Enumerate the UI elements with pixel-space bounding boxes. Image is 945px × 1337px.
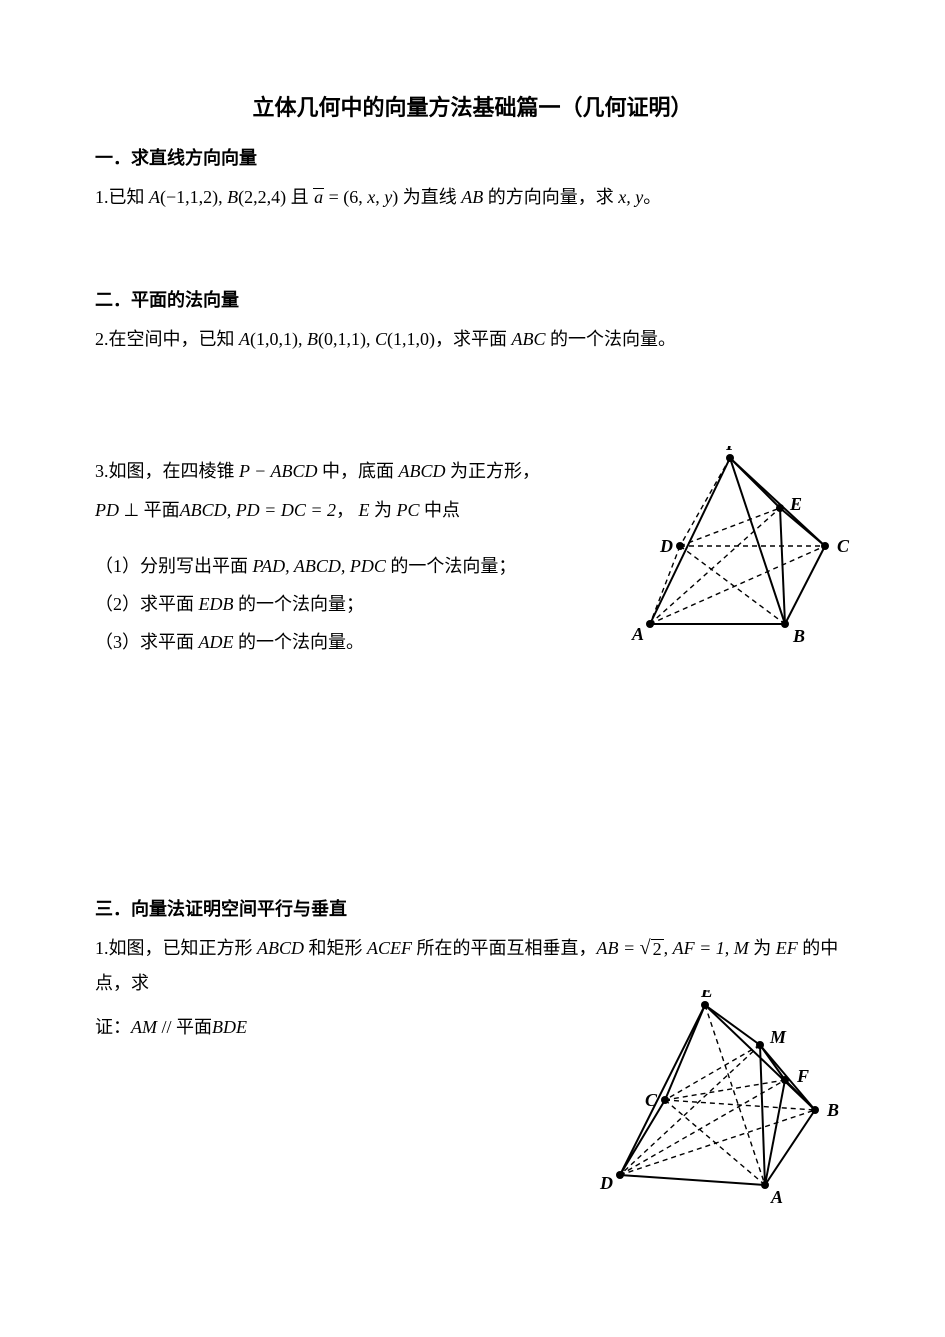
s1-q1: 1.已知 A(−1,1,2), B(2,2,4) 且 a = (6, x, y)… <box>95 180 850 214</box>
svg-text:D: D <box>659 536 673 556</box>
text: 的方向向量，求 <box>483 187 618 207</box>
text: 的一个法向量。 <box>234 632 365 652</box>
text: 为直线 <box>398 187 461 207</box>
page: 立体几何中的向量方法基础篇一（几何证明） 一．求直线方向向量 1.已知 A(−1… <box>0 0 945 1337</box>
s3-q1-l2-block: 证：AM // 平面BDE EMFCBDA <box>95 1010 850 1044</box>
text: = (6, <box>324 187 367 207</box>
section-1-head: 一．求直线方向向量 <box>95 144 850 170</box>
s2-q3-block: 3.如图，在四棱锥 P − ABCD 中，底面 ABCD 为正方形， PD ⊥ … <box>95 454 850 659</box>
figure-1: P E D C A B <box>620 446 870 656</box>
svg-text:A: A <box>770 1187 783 1207</box>
text: 且 <box>286 187 313 207</box>
figure-2: E MF C B D A <box>590 990 860 1215</box>
text: 中点 <box>420 500 461 520</box>
text: 和矩形 <box>304 938 367 958</box>
text: 为正方形， <box>446 461 541 481</box>
text: （1）分别写出平面 <box>95 556 253 576</box>
spacer <box>95 677 850 887</box>
text: , <box>375 187 384 207</box>
spacer <box>95 218 850 278</box>
text: 所在的平面互相垂直， <box>412 938 597 958</box>
svg-text:E: E <box>789 494 802 514</box>
expr: EDB <box>199 594 234 614</box>
var-B: B <box>227 187 238 207</box>
sqrt2: √2 <box>640 938 664 958</box>
var-C: C <box>375 329 387 349</box>
text: 。 <box>643 187 661 207</box>
expr: M <box>734 938 749 958</box>
expr: EF <box>776 938 798 958</box>
coords: (−1,1,2) <box>160 187 218 207</box>
text: 证： <box>95 1017 131 1037</box>
var-ABC: ABC <box>512 329 546 349</box>
svg-text:P: P <box>725 446 738 454</box>
svg-text:C: C <box>837 536 850 556</box>
svg-text:D: D <box>599 1173 613 1193</box>
text: 的一个法向量。 <box>546 329 677 349</box>
var-xy: x, y <box>618 187 643 207</box>
text: 中，底面 <box>318 461 399 481</box>
text: 为 <box>369 500 396 520</box>
expr: AF = 1 <box>673 938 725 958</box>
text: ， <box>336 500 359 520</box>
text: 2.在空间中，已知 <box>95 329 239 349</box>
coords: (2,2,4) <box>238 187 286 207</box>
text: （2）求平面 <box>95 594 199 614</box>
comma: , <box>218 187 227 207</box>
prism-diagram: E MF C B D A <box>590 990 860 1215</box>
expr: ABCD <box>257 938 304 958</box>
text: ⊥ 平面 <box>119 500 180 520</box>
text: 1.已知 <box>95 187 149 207</box>
expr: ADE <box>199 632 234 652</box>
section-2-head: 二．平面的法向量 <box>95 286 850 312</box>
var-A: A <box>149 187 160 207</box>
svg-text:E: E <box>700 990 713 1001</box>
svg-text:A: A <box>631 624 644 644</box>
var-A: A <box>239 329 250 349</box>
text: 1.如图，已知正方形 <box>95 938 257 958</box>
expr: E <box>358 500 369 520</box>
text: , <box>227 500 236 520</box>
svg-text:B: B <box>826 1100 839 1120</box>
page-title: 立体几何中的向量方法基础篇一（几何证明） <box>95 90 850 122</box>
coords: (1,1,0) <box>387 329 435 349</box>
expr: ABCD <box>399 461 446 481</box>
text: , <box>725 938 734 958</box>
coords: (1,0,1) <box>250 329 298 349</box>
var-AB: AB <box>461 187 483 207</box>
expr: PAD, ABCD, PDC <box>253 556 386 576</box>
text: // 平面 <box>157 1017 212 1037</box>
text: 的一个法向量； <box>234 594 365 614</box>
text: ，求平面 <box>435 329 512 349</box>
vector-a: a <box>313 188 324 205</box>
pyramid-diagram: P E D C A B <box>620 446 870 656</box>
text: 3.如图，在四棱锥 <box>95 461 239 481</box>
expr: BDE <box>212 1017 247 1037</box>
text: 的一个法向量； <box>386 556 517 576</box>
comma: , <box>298 329 307 349</box>
text: （3）求平面 <box>95 632 199 652</box>
spacer <box>95 360 850 450</box>
expr: PD = DC = 2 <box>236 500 336 520</box>
expr: ABCD <box>180 500 227 520</box>
section-3-head: 三．向量法证明空间平行与垂直 <box>95 895 850 921</box>
expr: ACEF <box>367 938 412 958</box>
var-B: B <box>307 329 318 349</box>
svg-text:F: F <box>796 1066 809 1086</box>
s2-q2: 2.在空间中，已知 A(1,0,1), B(0,1,1), C(1,1,0)，求… <box>95 322 850 356</box>
svg-text:B: B <box>792 626 805 646</box>
svg-text:C: C <box>645 1090 658 1110</box>
expr: PD <box>95 500 119 520</box>
expr: AM <box>131 1017 157 1037</box>
coords: (0,1,1) <box>318 329 366 349</box>
text: , <box>664 938 673 958</box>
text: 为 <box>749 938 776 958</box>
svg-text:M: M <box>769 1027 787 1047</box>
comma: , <box>366 329 375 349</box>
expr: P − ABCD <box>239 461 318 481</box>
expr: PC <box>396 500 419 520</box>
expr: AB = <box>597 938 640 958</box>
